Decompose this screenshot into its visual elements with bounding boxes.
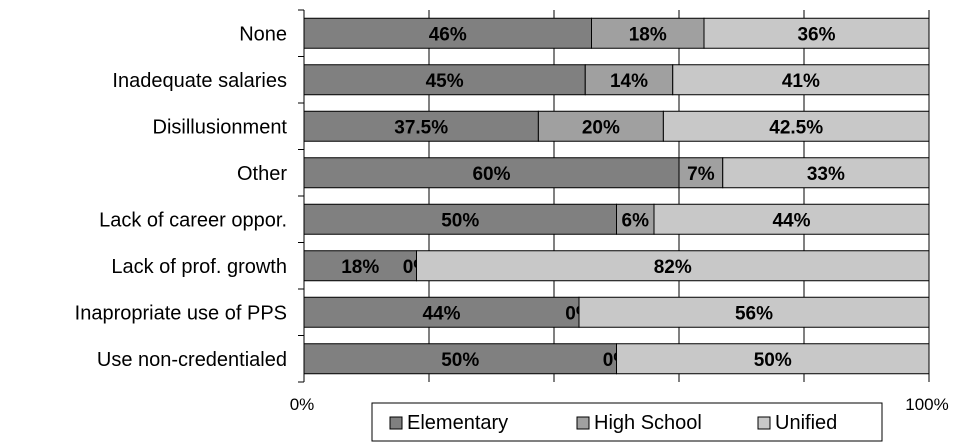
bar-segment <box>303 17 592 49</box>
data-label: 50% <box>441 350 479 371</box>
category-label: Other <box>237 163 287 185</box>
data-label: 50% <box>441 210 479 231</box>
category-labels: None Inadequate salaries Disillusionment Ot… <box>75 23 288 371</box>
data-label: 18% <box>341 257 379 278</box>
data-label: 6% <box>622 210 650 231</box>
bar-segment <box>578 296 930 328</box>
bar-segment <box>653 203 930 235</box>
data-label: 44% <box>772 210 810 231</box>
x-tick-label: 0% <box>290 395 315 414</box>
data-label: 36% <box>797 24 835 45</box>
bar-segment <box>416 250 930 282</box>
bar-segment <box>678 157 724 189</box>
legend: Elementary High School Unified <box>371 402 883 442</box>
bar-segment <box>703 17 930 49</box>
bar-segment <box>672 64 930 96</box>
legend-label: High School <box>594 412 702 434</box>
category-label: Inapropriate use of PPS <box>75 302 287 324</box>
data-label: 37.5% <box>394 117 448 138</box>
data-label: 60% <box>472 164 510 185</box>
bar-segment <box>584 64 674 96</box>
data-label: 14% <box>610 71 648 92</box>
data-label: 56% <box>735 303 773 324</box>
data-label: 33% <box>807 164 845 185</box>
data-label: 45% <box>426 71 464 92</box>
legend-swatch <box>576 416 590 430</box>
legend-swatch <box>757 416 771 430</box>
category-label: None <box>239 23 287 45</box>
data-label: 44% <box>422 303 460 324</box>
category-label: Disillusionment <box>153 116 288 138</box>
data-label: 41% <box>782 71 820 92</box>
data-label: 20% <box>582 117 620 138</box>
bar-segment <box>303 343 617 375</box>
category-label: Lack of career oppor. <box>99 209 287 231</box>
bar-segment <box>303 110 539 142</box>
data-label: 42.5% <box>769 117 823 138</box>
data-label: 18% <box>629 24 667 45</box>
category-label: Inadequate salaries <box>112 70 287 92</box>
data-label: 50% <box>754 350 792 371</box>
bar-segment <box>591 17 705 49</box>
data-label: 46% <box>429 24 467 45</box>
legend-swatch <box>389 416 403 430</box>
category-label: Lack of prof. growth <box>111 256 287 278</box>
data-label: 82% <box>654 257 692 278</box>
x-tick-label: 100% <box>905 395 948 414</box>
bar-segment <box>303 250 417 282</box>
x-tick-labels: 0% 100% <box>290 395 949 414</box>
legend-label: Unified <box>775 412 837 434</box>
legend-box <box>371 402 883 442</box>
legend-label: Elementary <box>407 412 508 434</box>
y-axis <box>298 9 305 383</box>
bar-segment <box>722 157 930 189</box>
bar-segment <box>662 110 930 142</box>
bars: 46% 18% 36% 45% 14% 41% 37.5% 20% 42.5% 60% 7% 33% 5… <box>303 17 930 375</box>
bar-segment <box>616 343 930 375</box>
category-label: Use non-credentialed <box>97 349 287 371</box>
data-label: 7% <box>687 164 715 185</box>
